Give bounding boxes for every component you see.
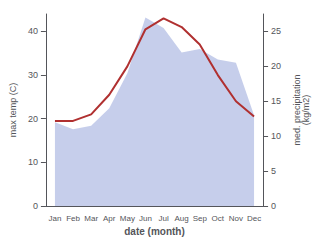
svg-text:Mar: Mar xyxy=(84,214,98,223)
svg-text:Aug: Aug xyxy=(175,214,189,223)
svg-text:Nov: Nov xyxy=(229,214,243,223)
svg-text:Sep: Sep xyxy=(193,214,208,223)
svg-text:40: 40 xyxy=(28,26,38,36)
svg-text:30: 30 xyxy=(28,70,38,80)
svg-text:0: 0 xyxy=(33,201,38,211)
svg-text:date (month): date (month) xyxy=(124,226,185,237)
svg-text:0: 0 xyxy=(271,201,276,211)
svg-text:Jun: Jun xyxy=(139,214,152,223)
svg-text:Apr: Apr xyxy=(103,214,116,223)
svg-text:Jul: Jul xyxy=(158,214,168,223)
svg-text:Dec: Dec xyxy=(247,214,261,223)
svg-text:20: 20 xyxy=(271,61,281,71)
svg-text:(kg/m2): (kg/m2) xyxy=(301,95,311,126)
svg-text:5: 5 xyxy=(271,166,276,176)
svg-text:Jan: Jan xyxy=(49,214,62,223)
svg-text:May: May xyxy=(120,214,135,223)
svg-text:25: 25 xyxy=(271,26,281,36)
svg-text:max temp (C): max temp (C) xyxy=(8,83,18,138)
svg-text:10: 10 xyxy=(271,131,281,141)
svg-text:Feb: Feb xyxy=(66,214,80,223)
svg-text:10: 10 xyxy=(28,157,38,167)
svg-text:15: 15 xyxy=(271,96,281,106)
svg-text:med. precipitation: med. precipitation xyxy=(291,74,302,146)
svg-text:20: 20 xyxy=(28,114,38,124)
svg-text:Oct: Oct xyxy=(212,214,225,223)
